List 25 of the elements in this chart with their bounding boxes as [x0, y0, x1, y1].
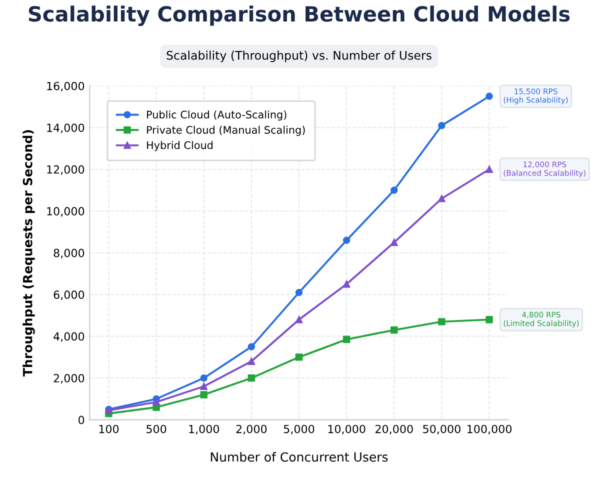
x-tick-label: 50,000 — [423, 424, 460, 434]
y-tick-label: 8,000 — [54, 248, 84, 258]
chart-title: Scalability Comparison Between Cloud Models — [28, 6, 570, 26]
legend-label: Private Cloud (Manual Scaling) — [147, 126, 305, 136]
x-tick-label: 1,000 — [189, 424, 220, 434]
legend-label: Public Cloud (Auto-Scaling) — [147, 110, 286, 121]
y-tick-label: 6,000 — [54, 290, 84, 300]
y-tick-label: 16,000 — [47, 82, 84, 92]
x-tick-label: 2,000 — [236, 424, 267, 434]
y-tick-label: 4,000 — [54, 332, 84, 342]
y-tick-label: 0 — [78, 416, 84, 424]
y-tick-label: 14,000 — [47, 124, 84, 134]
y-tick-label: 12,000 — [47, 165, 84, 175]
y-axis-title: Throughput (Requests per Second) — [22, 130, 35, 376]
x-axis-title: Number of Concurrent Users — [210, 452, 388, 462]
x-tick-label: 10,000 — [328, 424, 366, 434]
y-tick-label: 2,000 — [54, 374, 84, 384]
x-tick-label: 100,000 — [468, 424, 512, 434]
y-tick-label: 10,000 — [47, 207, 84, 217]
x-tick-label: 100 — [99, 424, 119, 434]
x-tick-label: 5,000 — [284, 424, 314, 434]
x-tick-label: 500 — [146, 424, 166, 434]
legend-label: Hybrid Cloud — [147, 141, 213, 152]
chart-subtitle: Scalability (Throughput) vs. Number of Users — [166, 50, 432, 62]
x-tick-label: 20,000 — [376, 424, 413, 434]
